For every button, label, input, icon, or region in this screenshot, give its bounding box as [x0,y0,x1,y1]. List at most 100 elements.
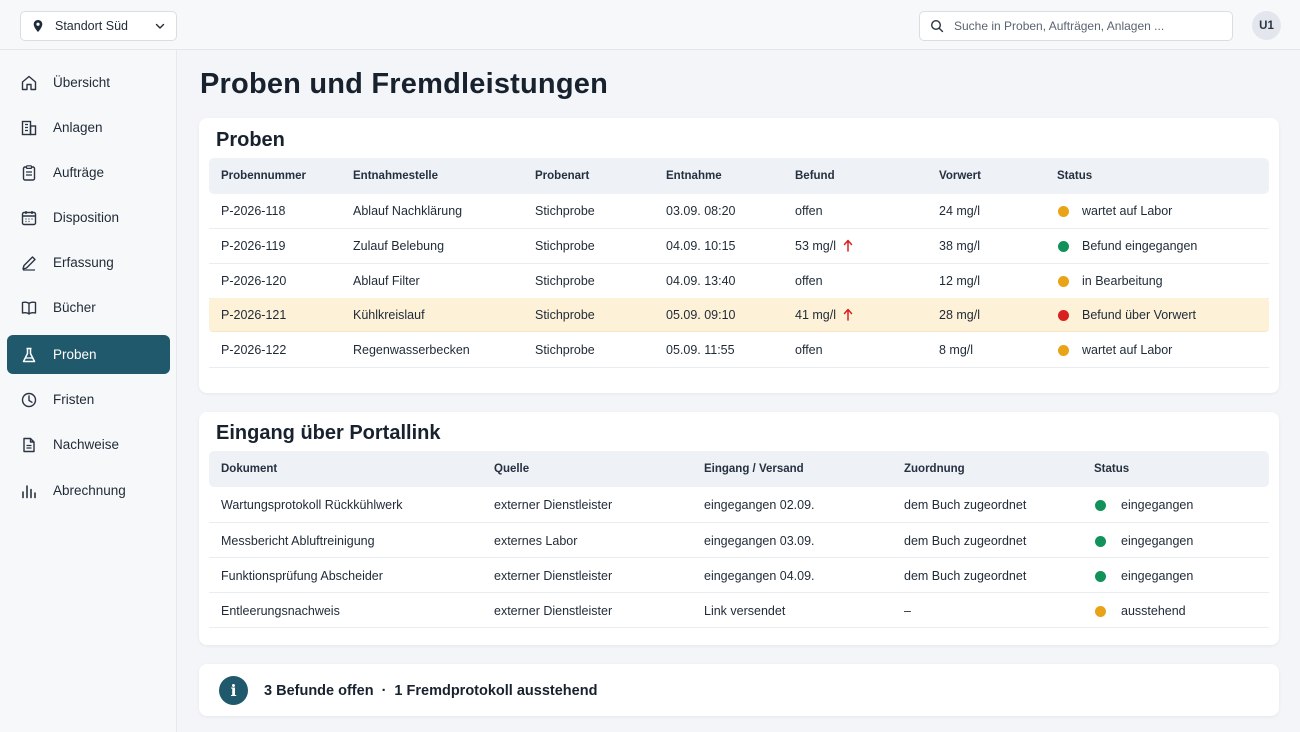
quelle: externer Dienstleister [494,569,613,583]
column-header[interactable]: Probennummer [221,170,306,182]
status-text: eingegangen [1121,498,1194,512]
user-avatar[interactable]: U1 [1252,11,1281,40]
probennummer: P-2026-118 [221,204,286,218]
building-icon [20,119,38,137]
sidebar-item-label: Nachweise [53,437,120,452]
sidebar-item-label: Disposition [53,210,120,225]
column-header[interactable]: Entnahme [666,170,722,182]
summary-bar: i 3 Befunde offen · 1 Fremdprotokoll ausst… [199,664,1279,716]
column-header[interactable]: Zuordnung [904,463,965,475]
status-text: eingegangen [1121,534,1194,548]
table-row[interactable]: P-2026-120 Ablauf Filter Stichprobe 04.0… [209,264,1269,299]
sidebar-item-abrechnung[interactable]: Abrechnung [7,471,170,510]
dokument: Funktionsprüfung Abscheider [221,569,383,583]
info-icon: i [219,676,248,705]
summary-text: 3 Befunde offen · 1 Fremdprotokoll aussteh… [264,683,597,699]
probenart: Stichprobe [535,308,595,322]
sidebar-item-auftraege[interactable]: Aufträge [7,153,170,192]
table-row-highlighted[interactable]: P-2026-121 Kühlkreislauf Stichprobe 05.0… [209,298,1269,332]
sidebar-item-disposition[interactable]: Disposition [7,198,170,237]
vorwert: 28 mg/l [939,308,980,322]
sidebar-item-label: Anlagen [53,120,103,135]
status-dot [1095,571,1106,582]
status-text: wartet auf Labor [1082,343,1173,357]
column-header[interactable]: Quelle [494,463,530,475]
clock-icon [20,391,38,409]
befund-value: 41 mg/l [795,308,836,322]
befund-value: offen [795,204,823,218]
sidebar-item-proben[interactable]: Proben [7,335,170,374]
eingang: eingegangen 04.09. [704,569,815,583]
portal-card: Eingang über Portallink Dokument Quelle … [199,412,1279,645]
site-selector[interactable]: Standort Süd [20,11,177,41]
status-text: ausstehend [1121,604,1186,618]
location-pin-icon [31,19,45,33]
column-header[interactable]: Probenart [535,170,590,182]
zuordnung: – [904,604,911,618]
sidebar-item-erfassung[interactable]: Erfassung [7,243,170,282]
search-input[interactable] [954,19,1222,33]
entnahmestelle: Regenwasserbecken [353,343,470,357]
status-dot [1058,241,1069,252]
probennummer: P-2026-120 [221,274,287,288]
vorwert: 8 mg/l [939,343,974,357]
status-text: wartet auf Labor [1082,204,1173,218]
proben-card: Proben Probennummer Entnahmestelle Probe… [199,118,1279,393]
home-icon [20,74,38,92]
portal-table-header: Dokument Quelle Eingang / Versand Zuordn… [209,451,1269,487]
entnahmestelle: Ablauf Nachklärung [353,204,463,218]
column-header[interactable]: Eingang / Versand [704,463,804,475]
dokument: Entleerungsnachweis [221,604,340,618]
befund: 41 mg/l [795,308,853,324]
dokument: Messbericht Abluftreinigung [221,534,375,548]
sidebar: Übersicht Anlagen Aufträge Disposition E… [0,50,177,732]
column-header[interactable]: Status [1094,463,1130,475]
sidebar-item-label: Aufträge [53,165,105,180]
summary-separator: · [381,683,387,699]
sidebar-item-uebersicht[interactable]: Übersicht [7,63,170,102]
sidebar-item-nachweise[interactable]: Nachweise [7,425,170,464]
sidebar-item-fristen[interactable]: Fristen [7,380,170,419]
sidebar-item-label: Proben [53,347,97,362]
entnahme: 03.09. 08:20 [666,204,736,218]
sidebar-item-label: Fristen [53,392,95,407]
table-row[interactable]: P-2026-122 Regenwasserbecken Stichprobe … [209,333,1269,368]
status-dot [1095,606,1106,617]
column-header[interactable]: Entnahmestelle [353,170,438,182]
table-row[interactable]: Messbericht Abluftreinigung externes Lab… [209,523,1269,558]
column-header[interactable]: Befund [795,170,835,182]
quelle: externer Dienstleister [494,498,613,512]
entnahme: 04.09. 13:40 [666,274,736,288]
table-row[interactable]: Wartungsprotokoll Rückkühlwerk externer … [209,487,1269,523]
quelle: externer Dienstleister [494,604,613,618]
zuordnung: dem Buch zugeordnet [904,569,1027,583]
entnahme: 04.09. 10:15 [666,239,736,253]
column-header[interactable]: Vorwert [939,170,981,182]
probenart: Stichprobe [535,343,595,357]
dokument: Wartungsprotokoll Rückkühlwerk [221,498,403,512]
probennummer: P-2026-122 [221,343,287,357]
befund: offen [795,204,823,218]
vorwert: 12 mg/l [939,274,980,288]
befund-value: offen [795,343,823,357]
sidebar-item-buecher[interactable]: Bücher [7,288,170,327]
table-row[interactable]: Entleerungsnachweis externer Dienstleist… [209,593,1269,628]
arrow-up-icon [843,239,853,255]
top-bar: Standort Süd U1 [0,0,1300,50]
entnahme: 05.09. 11:55 [666,343,735,357]
status-dot [1058,276,1069,287]
proben-title: Proben [216,129,285,151]
table-row[interactable]: P-2026-119 Zulauf Belebung Stichprobe 04… [209,229,1269,264]
search-icon [930,19,944,33]
table-row[interactable]: P-2026-118 Ablauf Nachklärung Stichprobe… [209,194,1269,229]
sidebar-item-anlagen[interactable]: Anlagen [7,108,170,147]
summary-fremdprotokoll: 1 Fremdprotokoll ausstehend [394,683,598,699]
entnahmestelle: Kühlkreislauf [353,308,425,322]
search-box[interactable] [919,11,1233,41]
table-row[interactable]: Funktionsprüfung Abscheider externer Die… [209,558,1269,593]
entnahme: 05.09. 09:10 [666,308,736,322]
status-dot [1058,345,1069,356]
vorwert: 38 mg/l [939,239,980,253]
column-header[interactable]: Dokument [221,463,278,475]
column-header[interactable]: Status [1057,170,1093,182]
